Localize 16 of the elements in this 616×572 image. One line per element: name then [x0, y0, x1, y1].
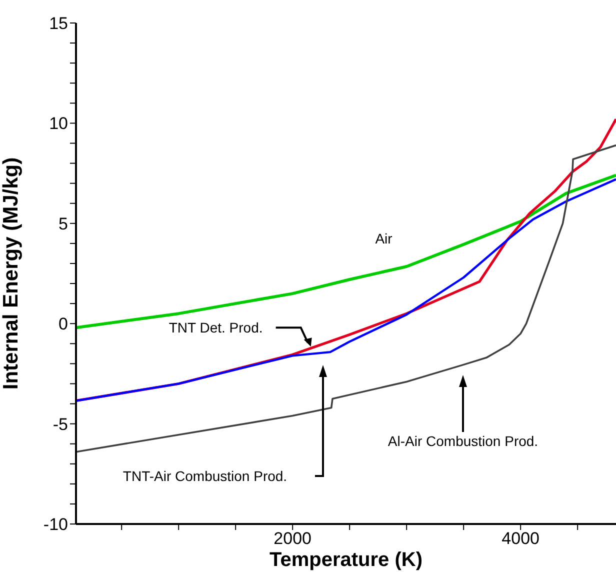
y-tick-label: 0 — [58, 314, 68, 334]
annotation: TNT-Air Combustion Prod. — [122, 468, 288, 484]
x-tick-label: 2000 — [274, 529, 312, 548]
annotation: Al-Air Combustion Prod. — [388, 433, 538, 449]
x-tick-label: 4000 — [502, 529, 540, 548]
line-series — [76, 178, 616, 402]
annotation: TNT Det. Prod. — [168, 320, 263, 336]
y-tick-label: 10 — [49, 114, 68, 134]
y-tick-label: -10 — [43, 515, 68, 534]
y-tick-label: 5 — [58, 214, 68, 234]
line-series — [76, 144, 616, 453]
y-tick-label: -5 — [52, 414, 68, 434]
annotation: Air — [375, 230, 393, 246]
x-axis-title: Temperature (K) — [270, 549, 422, 571]
y-tick-label: 15 — [49, 14, 68, 34]
y-axis-title: Internal Energy (MJ/kg) — [0, 157, 22, 390]
